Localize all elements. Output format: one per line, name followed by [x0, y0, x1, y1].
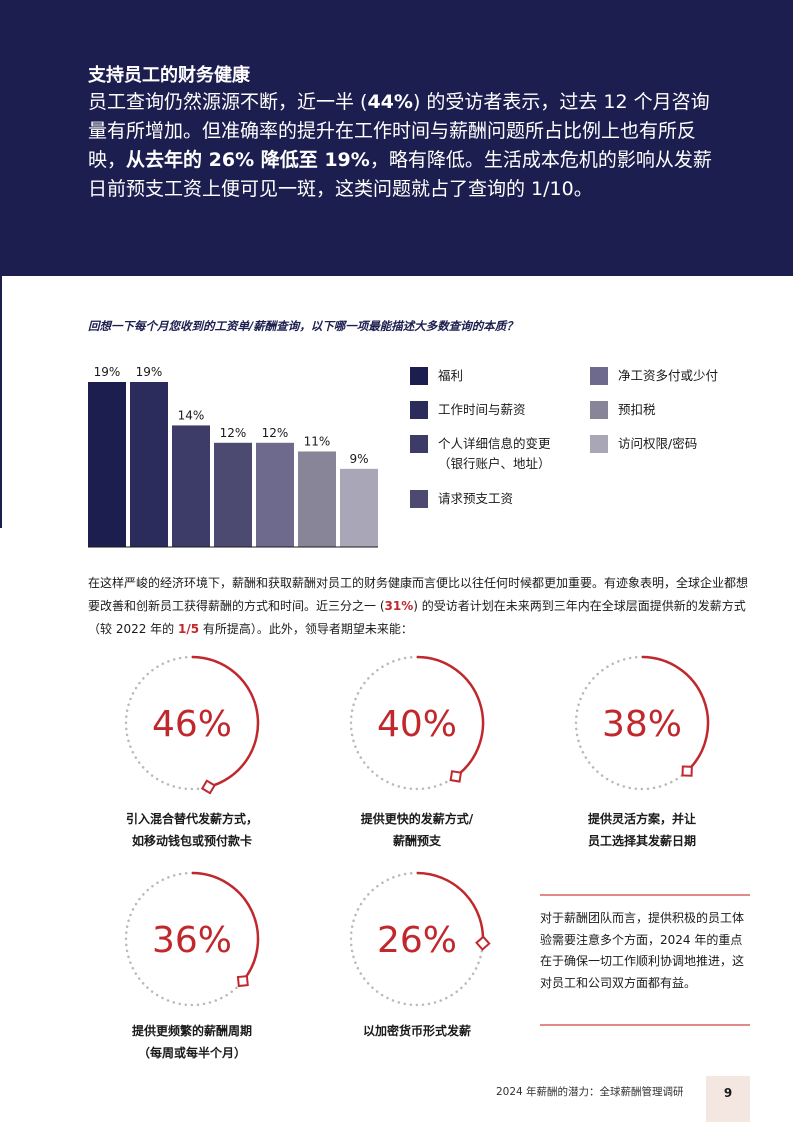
gauge-frequent-pay-cycle: 36%: [124, 871, 260, 1007]
legend-swatch: [410, 435, 428, 453]
gauge-caption-flexible-pay-date: 提供灵活方案，并让 员工选择其发薪日期: [542, 808, 742, 852]
gauge-marker: [449, 770, 463, 783]
legend-item-net-pay: 净工资多付或少付: [590, 366, 718, 386]
body-paragraph: 在这样严峻的经济环境下，薪酬和获取薪酬对员工的财务健康而言便比以往任何时候都更加…: [88, 572, 750, 641]
gauge-marker: [200, 779, 216, 795]
gauge-faster-pay: 40%: [349, 655, 485, 791]
gauge-caption-line: 提供更频繁的薪酬周期: [131, 1024, 252, 1038]
legend-swatch: [410, 401, 428, 419]
gauge-marker: [236, 975, 249, 988]
gauge-value: 26%: [377, 920, 457, 961]
gauge-caption-line: 如移动钱包或预付款卡: [131, 834, 252, 848]
gauge-value: 38%: [602, 704, 682, 745]
gauge-caption-crypto-pay: 以加密货币形式发薪: [317, 1020, 517, 1042]
gauge-arc: [641, 655, 710, 773]
legend-swatch: [590, 435, 608, 453]
gauge-crypto-pay: 26%: [349, 871, 491, 1007]
gauge-caption-line: 以加密货币形式发薪: [362, 1024, 471, 1038]
left-accent-rule: [0, 276, 2, 528]
hero-title: 支持员工的财务健康: [88, 65, 250, 86]
page-number: 9: [706, 1076, 750, 1122]
legend-item-personal-details: 个人详细信息的变更 （银行账户、地址）: [410, 434, 551, 474]
gauge-caption-frequent-pay-cycle: 提供更频繁的薪酬周期 （每周或每半个月）: [92, 1020, 292, 1064]
callout-bottom-rule: [540, 1024, 750, 1026]
legend-item-access-password: 访问权限/密码: [590, 434, 697, 454]
gauge-flexible-pay-date: 38%: [574, 655, 710, 791]
para-highlight-2: 1/5: [177, 622, 200, 636]
gauge-caption-line: （每周或每半个月）: [137, 1046, 246, 1060]
legend-label: 工作时间与薪资: [438, 402, 526, 417]
hero-body-text-2: ) 的受访者表示，过去 12 个月咨询量有所增加。但准确率的提升在工作时间与薪酬…: [88, 91, 710, 171]
legend-label-sub: （银行账户、地址）: [438, 456, 551, 471]
hero-banner: 支持员工的财务健康 员工查询仍然源源不断，近一半 (44%) 的受访者表示，过去…: [0, 0, 793, 276]
gauge-arc: [191, 655, 260, 789]
hero-body-bold-1: 44%: [367, 91, 413, 113]
bar: [88, 382, 126, 547]
para-text-2: ) 的受访者计划在未来两到三年内在全球层面提供新的发薪方式（较 2022 年的: [88, 599, 746, 636]
bar: [214, 442, 252, 547]
bar: [130, 382, 168, 547]
gauge-value: 46%: [152, 704, 232, 745]
hero-body-text-1: 员工查询仍然源源不断，近一半 (: [88, 91, 368, 113]
gauge-caption-line: 员工选择其发薪日期: [587, 834, 696, 848]
legend-swatch: [590, 401, 608, 419]
para-text-1: 在这样严峻的经济环境下，薪酬和获取薪酬对员工的财务健康而言便比以往任何时候都更加…: [88, 576, 749, 613]
bar-value-label: 14%: [178, 408, 205, 422]
bar-chart: 19% 19% 14% 12% 12% 11% 9%: [88, 365, 378, 548]
legend-swatch: [590, 367, 608, 385]
legend-label: 请求预支工资: [438, 491, 514, 506]
gauge-marker: [681, 765, 693, 777]
gauge-caption-line: 薪酬预支: [392, 834, 441, 848]
gauge-marker: [475, 935, 491, 951]
bar-value-label: 12%: [262, 426, 289, 440]
bar: [256, 442, 294, 547]
hero-body-text-3: ，略有降低。生活成本危机的影响从发薪日前预支工资上便可见一斑，这类问题就占了查询…: [88, 149, 712, 200]
legend-label: 福利: [438, 368, 464, 383]
footer-report-title: 2024 年薪酬的潜力：全球薪酬管理调研: [496, 1086, 684, 1098]
bar-value-label: 19%: [94, 365, 121, 379]
bar-value-label: 11%: [304, 434, 331, 448]
gauge-value: 40%: [377, 704, 457, 745]
bar-value-label: 19%: [136, 365, 163, 379]
para-highlight-1: 31%: [384, 599, 414, 613]
legend-label: 净工资多付或少付: [618, 368, 719, 383]
hero-body: 员工查询仍然源源不断，近一半 (44%) 的受访者表示，过去 12 个月咨询量有…: [88, 88, 728, 204]
para-text-3: 有所提高）。此外，领导者期望未来能：: [199, 622, 413, 636]
gauge-value: 36%: [152, 920, 232, 961]
hero-body-bold-2: 从去年的 26% 降低至 19%: [126, 149, 370, 171]
gauge-hybrid-pay: 46%: [124, 655, 260, 795]
callout-top-rule: [540, 894, 750, 896]
legend-label: 个人详细信息的变更: [438, 436, 551, 451]
gauge-caption-hybrid-pay: 引入混合替代发薪方式， 如移动钱包或预付款卡: [92, 808, 292, 852]
legend-item-pay-advance: 请求预支工资: [410, 489, 513, 509]
gauge-caption-line: 引入混合替代发薪方式，: [125, 812, 258, 826]
legend-label: 预扣税: [618, 402, 656, 417]
bar: [340, 468, 378, 547]
bar: [172, 425, 210, 547]
legend-swatch: [410, 367, 428, 385]
gauge-arc: [416, 655, 485, 778]
legend-item-withholding-tax: 预扣税: [590, 400, 656, 420]
gauge-caption-line: 提供更快的发薪方式/: [360, 812, 474, 826]
legend-label-group: 个人详细信息的变更 （银行账户、地址）: [438, 434, 551, 474]
gauge-caption-faster-pay: 提供更快的发薪方式/ 薪酬预支: [317, 808, 517, 852]
legend-item-benefits: 福利: [410, 366, 463, 386]
survey-question: 回想一下每个月您收到的工资单/薪酬查询，以下哪一项最能描述大多数查询的本质？: [88, 319, 518, 333]
gauge-arc: [416, 871, 485, 944]
legend-label: 访问权限/密码: [618, 436, 698, 451]
legend-item-hours-pay: 工作时间与薪资: [410, 400, 526, 420]
callout-text: 对于薪酬团队而言，提供积极的员工体验需要注意多个方面，2024 年的重点在于确保…: [540, 911, 745, 990]
gauge-arc: [191, 871, 260, 982]
bar-value-label: 9%: [349, 452, 368, 466]
legend-swatch: [410, 490, 428, 508]
bar-value-label: 12%: [220, 426, 247, 440]
bar: [298, 451, 336, 547]
gauge-caption-line: 提供灵活方案，并让: [587, 812, 696, 826]
